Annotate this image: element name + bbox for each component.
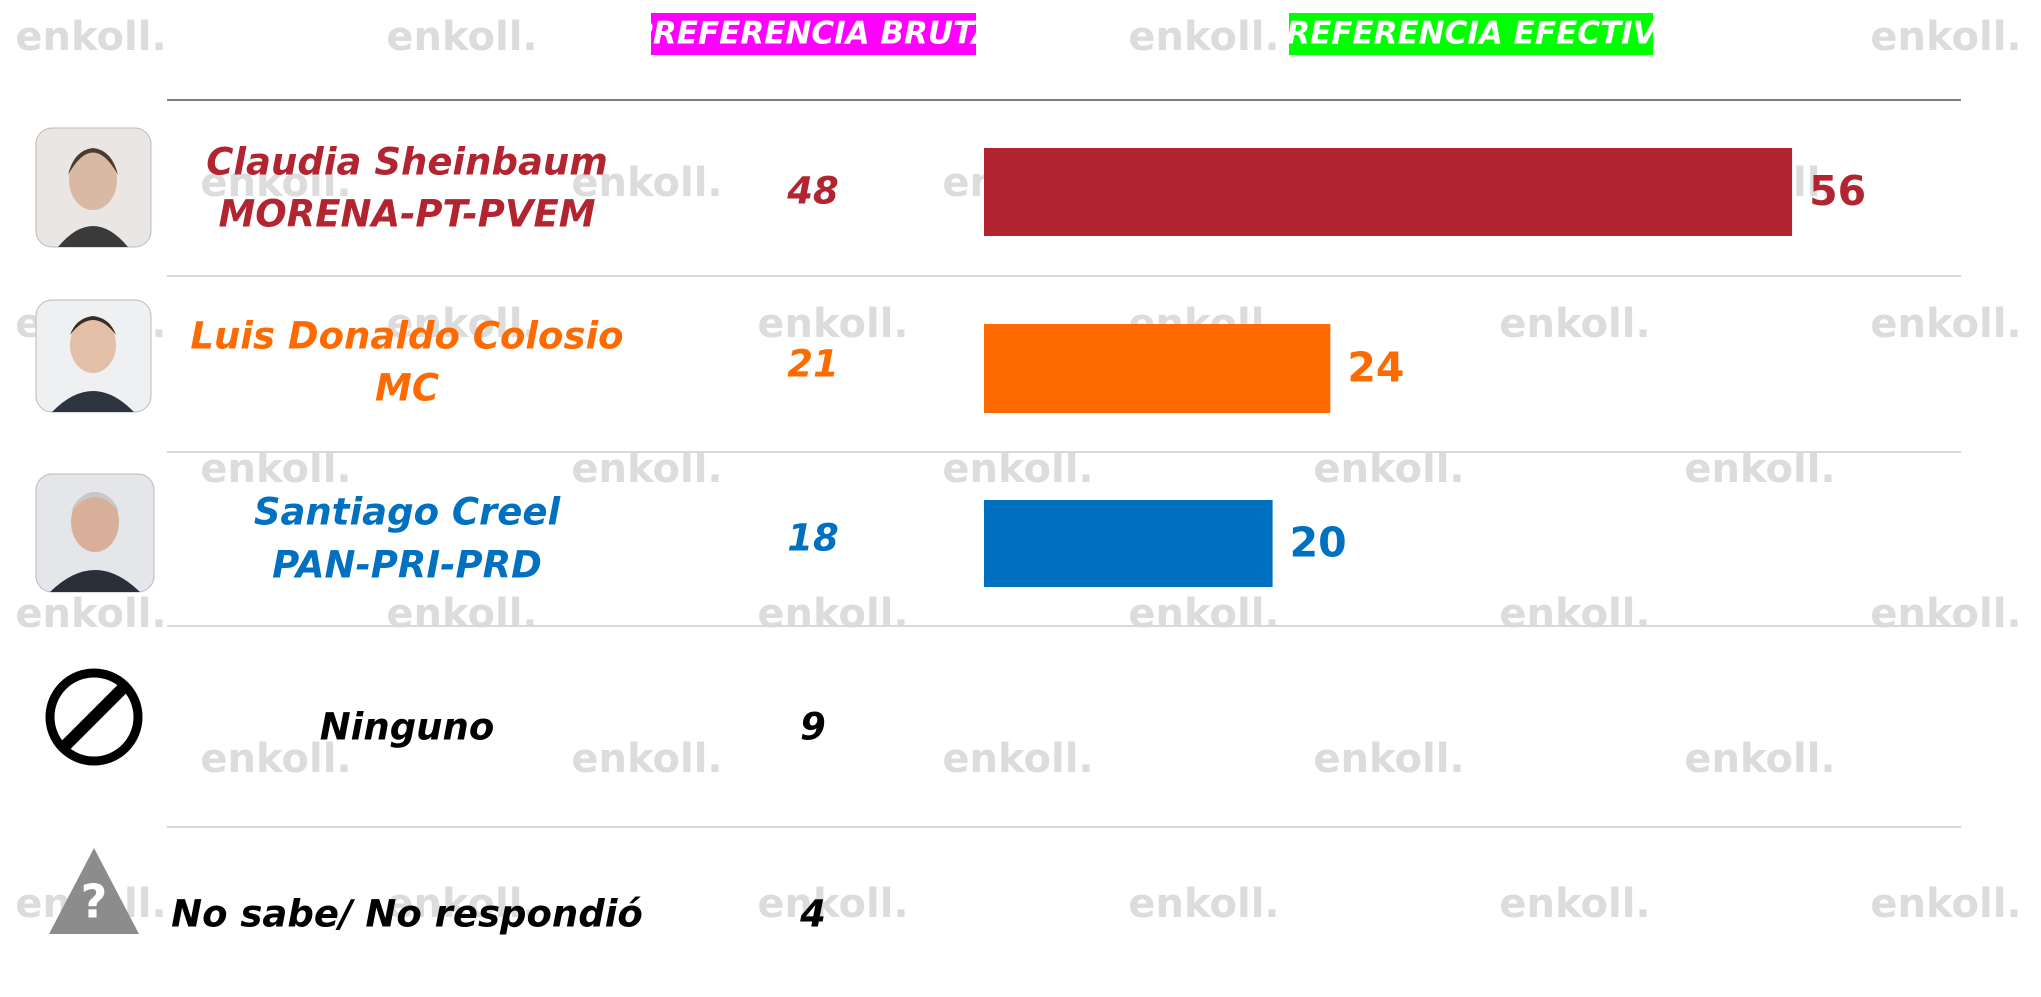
candidate-name: No sabe/ No respondió [171,893,643,936]
header-box [1289,13,1653,55]
watermark: enkoll. [1499,881,1650,927]
watermark: enkoll. [942,736,1093,782]
candidate-name: Santiago Creel [254,491,562,534]
header-raw: PREFERENCIA BRUTA [630,16,996,52]
watermark: enkoll. [1684,446,1835,492]
watermark: enkoll. [200,160,351,206]
raw-value: 48 [786,170,839,213]
watermark: enkoll. [386,591,537,637]
raw-value: 18 [787,517,839,560]
candidate-name: Ninguno [320,706,495,749]
unknown-icon: ? [49,848,139,934]
watermark: enkoll. [1499,591,1650,637]
watermark: enkoll. [15,591,166,637]
watermark: enkoll. [1870,14,2021,60]
watermark: enkoll. [200,446,351,492]
value-label: 20 [1290,519,1347,567]
watermark: enkoll. [1870,881,2021,927]
photo [35,127,152,248]
watermark: enkoll. [1313,446,1464,492]
watermark: enkoll. [1684,736,1835,782]
bar [984,148,1793,236]
value-label: 56 [1809,167,1866,215]
watermark: enkoll. [757,301,908,347]
bar [984,324,1331,413]
party-name: MC [375,367,439,410]
party-name: PAN-PRI-PRD [272,544,542,587]
candidate-name: Luis Donaldo Colosio [190,315,623,358]
watermark: enkoll. [1870,301,2021,347]
watermark: enkoll. [386,881,537,927]
watermark: enkoll. [757,591,908,637]
watermark: enkoll. [571,160,722,206]
watermark: enkoll. [386,301,537,347]
watermark: enkoll. [200,736,351,782]
watermark: enkoll. [386,14,537,60]
bar [984,500,1273,587]
watermark: enkoll. [571,736,722,782]
value-label: 24 [1347,344,1404,392]
watermark: enkoll. [757,881,908,927]
watermark: enkoll. [1128,14,1279,60]
raw-value: 9 [800,706,826,749]
watermark: enkoll. [1128,591,1279,637]
photo [35,299,152,413]
none-icon [45,668,143,766]
raw-value: 21 [787,343,839,386]
watermark: enkoll. [942,446,1093,492]
watermark: enkoll. [1870,591,2021,637]
photo [35,473,155,593]
party-name: MORENA-PT-PVEM [218,193,595,236]
header-box [651,13,976,55]
svg-text:?: ? [81,875,108,929]
watermark: enkoll. [1128,881,1279,927]
candidate-name: Claudia Sheinbaum [206,141,608,184]
watermark: enkoll. [571,446,722,492]
watermark: enkoll. [15,14,166,60]
raw-value: 4 [799,893,826,936]
watermark: enkoll. [1313,736,1464,782]
watermark: enkoll. [1499,301,1650,347]
header-effective: PREFERENCIA EFECTIVA [1263,16,1678,52]
